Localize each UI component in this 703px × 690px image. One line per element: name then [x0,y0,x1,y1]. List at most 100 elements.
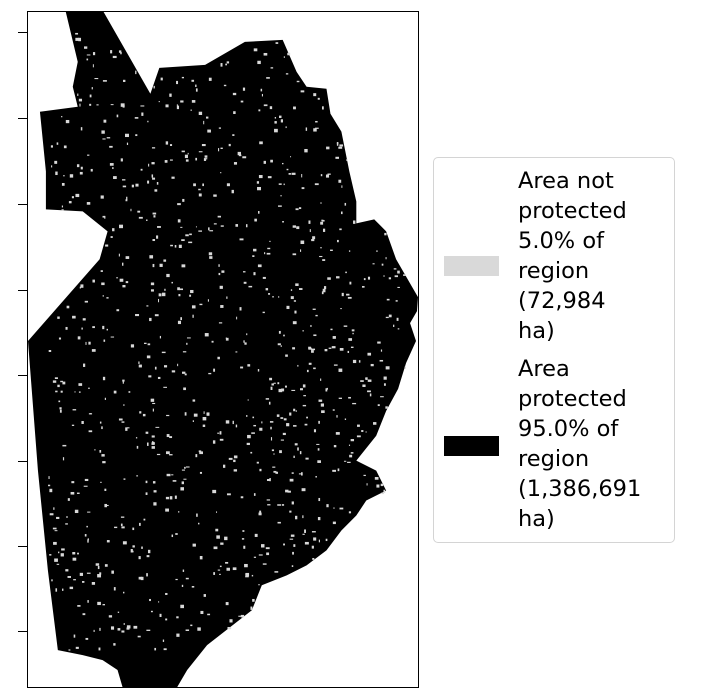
unprotected-patch [325,538,328,542]
unprotected-patch [318,420,320,424]
unprotected-patch [331,346,336,349]
unprotected-patch [101,454,105,457]
unprotected-patch [61,182,65,186]
unprotected-patch [130,344,135,348]
unprotected-patch [61,115,63,118]
unprotected-patch [166,273,170,278]
unprotected-patch [304,541,309,545]
unprotected-patch [154,366,157,370]
unprotected-patch [165,141,169,145]
unprotected-patch [209,256,213,259]
unprotected-patch [243,281,247,284]
unprotected-patch [221,270,225,273]
unprotected-patch [231,189,234,194]
unprotected-patch [271,449,275,452]
unprotected-patch [225,337,227,339]
unprotected-patch [212,489,217,494]
unprotected-patch [308,220,311,224]
unprotected-patch [216,511,218,513]
unprotected-patch [86,572,91,574]
unprotected-patch [172,480,177,482]
unprotected-patch [285,73,289,75]
unprotected-patch [263,52,268,56]
unprotected-patch [301,472,303,476]
unprotected-patch [163,259,167,262]
unprotected-patch [121,630,125,633]
unprotected-patch [119,278,124,282]
unprotected-patch [386,298,390,301]
unprotected-patch [53,507,55,510]
unprotected-patch [131,184,134,188]
unprotected-patch [218,322,223,324]
unprotected-patch [247,399,249,401]
unprotected-patch [356,435,361,438]
unprotected-patch [296,226,300,230]
unprotected-patch [49,554,52,556]
unprotected-patch [218,148,220,152]
unprotected-patch [257,186,262,191]
unprotected-patch [152,408,154,412]
unprotected-patch [376,250,378,252]
unprotected-patch [76,492,80,494]
unprotected-patch [190,624,193,627]
unprotected-patch [181,264,186,268]
unprotected-patch [312,557,315,560]
y-tick [18,631,27,632]
unprotected-patch [339,348,344,351]
unprotected-patch [186,337,191,339]
unprotected-patch [253,424,257,427]
unprotected-patch [120,523,123,527]
unprotected-patch [266,252,271,255]
unprotected-patch [219,285,223,289]
unprotected-patch [287,52,291,56]
unprotected-patch [63,175,65,177]
unprotected-patch [246,333,248,336]
unprotected-patch [204,155,208,158]
unprotected-patch [146,355,151,359]
unprotected-patch [333,364,338,366]
unprotected-patch [338,179,342,183]
unprotected-patch [73,634,76,638]
unprotected-patch [297,447,299,451]
unprotected-patch [49,488,53,493]
unprotected-patch [228,627,231,629]
unprotected-patch [353,220,356,224]
unprotected-patch [292,253,297,256]
unprotected-patch [229,619,233,623]
y-tick [18,204,27,205]
unprotected-patch [291,472,294,474]
unprotected-patch [264,252,266,255]
unprotected-patch [86,54,91,56]
unprotected-patch [262,311,265,314]
unprotected-patch [95,563,100,566]
unprotected-patches [47,32,407,651]
unprotected-patch [311,545,314,549]
unprotected-patch [228,143,231,147]
unprotected-patch [300,90,305,93]
unprotected-patch [151,174,154,178]
unprotected-patch [226,493,231,496]
unprotected-patch [252,416,255,419]
unprotected-patch [101,130,105,134]
unprotected-patch [158,298,160,303]
unprotected-patch [348,338,353,341]
unprotected-patch [116,309,120,312]
unprotected-patch [93,629,95,632]
unprotected-patch [74,391,76,393]
unprotected-patch [280,195,282,197]
unprotected-patch [78,391,81,393]
unprotected-patch [99,572,102,575]
unprotected-patch [180,100,184,103]
unprotected-patch [190,109,192,111]
unprotected-patch [397,286,400,288]
unprotected-patch [103,339,106,342]
legend-label-not-protected: Area not protected 5.0% of region (72,98… [518,168,627,344]
unprotected-patch [73,579,76,581]
unprotected-patch [180,317,183,321]
unprotected-patch [286,305,290,310]
unprotected-patch [259,427,263,431]
unprotected-patch [116,277,119,279]
unprotected-patch [383,376,387,380]
unprotected-patch [165,618,168,621]
unprotected-patch [137,635,141,638]
